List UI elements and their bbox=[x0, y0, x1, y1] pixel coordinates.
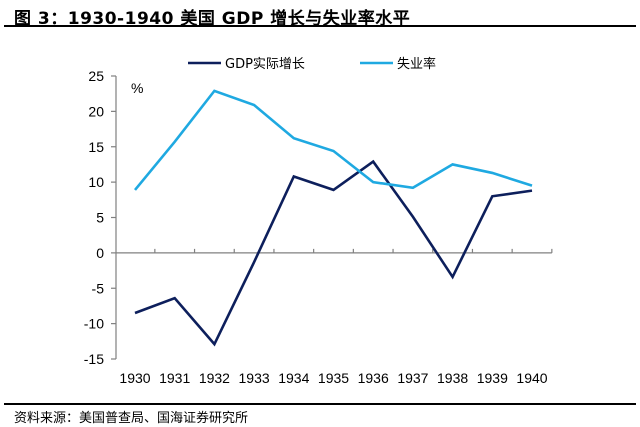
x-tick-label: 1932 bbox=[199, 370, 230, 386]
y-tick-label: -10 bbox=[84, 316, 104, 332]
x-tick-label: 1934 bbox=[278, 370, 309, 386]
footer-rule bbox=[4, 403, 636, 405]
y-tick-label: 15 bbox=[88, 139, 104, 155]
x-tick-label: 1938 bbox=[437, 370, 468, 386]
y-tick-label: 5 bbox=[96, 210, 104, 226]
y-tick-label: 10 bbox=[88, 174, 104, 190]
x-tick-label: 1937 bbox=[397, 370, 428, 386]
line-chart: -15 -10 -5 0 5 10 15 20 25 1930 1931 1932 1933 1934 19… bbox=[84, 56, 553, 386]
y-tick-label: 0 bbox=[96, 245, 104, 261]
y-tick-label: 20 bbox=[88, 103, 104, 119]
title-rule bbox=[4, 25, 636, 27]
source-note: 资料来源：美国普查局、国海证券研究所 bbox=[14, 411, 249, 426]
series-line-unemployment bbox=[133, 89, 533, 191]
x-tick-label: 1930 bbox=[119, 370, 150, 386]
y-axis-unit-label: % bbox=[131, 80, 143, 96]
x-tick-label: 1931 bbox=[159, 370, 190, 386]
x-tick-label: 1940 bbox=[516, 370, 547, 386]
figure-title: 图 3：1930-1940 美国 GDP 增长与失业率水平 bbox=[14, 9, 411, 29]
x-tick-label: 1936 bbox=[358, 370, 389, 386]
x-tick-label: 1933 bbox=[239, 370, 270, 386]
y-tick-label: -15 bbox=[84, 351, 104, 367]
x-tick-label: 1935 bbox=[318, 370, 349, 386]
legend-label: 失业率 bbox=[397, 56, 436, 72]
legend-label: GDP实际增长 bbox=[225, 57, 305, 72]
y-tick-label: 25 bbox=[88, 68, 104, 84]
x-tick-label: 1939 bbox=[477, 370, 508, 386]
y-tick-label: -5 bbox=[92, 280, 105, 296]
